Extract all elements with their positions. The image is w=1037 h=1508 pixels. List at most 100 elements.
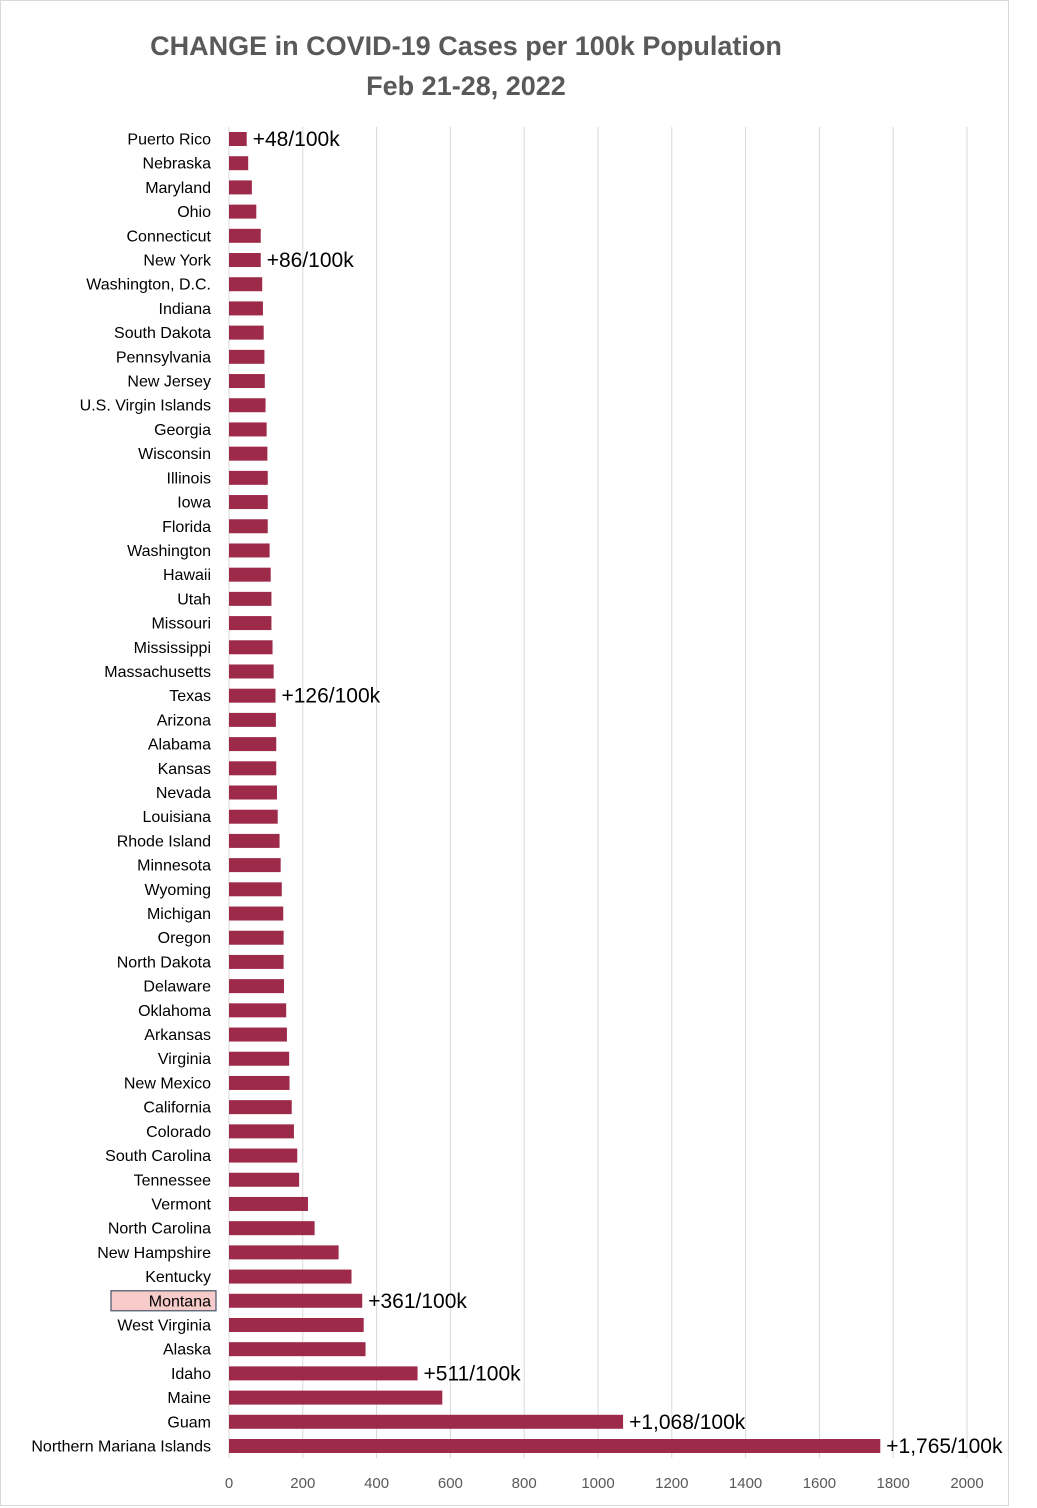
category-label: Iowa xyxy=(177,495,211,512)
bar xyxy=(229,470,268,485)
category-label: Wyoming xyxy=(144,882,211,899)
category-highlight-box xyxy=(110,1290,217,1312)
category-label: Florida xyxy=(162,519,211,536)
category-label: North Dakota xyxy=(117,954,211,971)
bar xyxy=(229,1390,443,1405)
category-label: Nebraska xyxy=(143,156,212,173)
bar xyxy=(229,688,276,703)
bar xyxy=(229,567,271,582)
bar xyxy=(229,1342,366,1357)
x-tick-label: 1400 xyxy=(729,1475,762,1492)
category-label: Mississippi xyxy=(134,640,211,657)
bar xyxy=(229,1293,363,1308)
category-label: Utah xyxy=(177,591,211,608)
bar xyxy=(229,1051,290,1066)
category-label: California xyxy=(143,1100,211,1117)
category-label: Vermont xyxy=(151,1196,211,1213)
x-tick-label: 0 xyxy=(225,1475,233,1492)
bar xyxy=(229,422,267,437)
bar xyxy=(229,301,263,316)
x-tick-label: 800 xyxy=(512,1475,537,1492)
category-label: Connecticut xyxy=(127,228,212,245)
bar xyxy=(229,785,277,800)
x-tick-label: 1000 xyxy=(581,1475,614,1492)
data-label: +86/100k xyxy=(267,249,354,272)
category-label: Washington xyxy=(127,543,211,560)
bar xyxy=(229,1245,339,1260)
x-tick-label: 1600 xyxy=(803,1475,836,1492)
category-label: Maine xyxy=(167,1390,211,1407)
category-label: Kentucky xyxy=(145,1269,211,1286)
category-label: Northern Mariana Islands xyxy=(31,1439,211,1456)
category-label: Missouri xyxy=(151,616,211,633)
category-label: New York xyxy=(143,253,212,270)
bar xyxy=(229,325,264,340)
bar xyxy=(229,664,274,679)
bar xyxy=(229,1196,308,1211)
data-label: +1,068/100k xyxy=(629,1411,746,1434)
bar xyxy=(229,761,277,776)
category-label: Oregon xyxy=(158,930,211,947)
bar xyxy=(229,979,284,994)
x-tick-label: 400 xyxy=(364,1475,389,1492)
category-label: North Carolina xyxy=(108,1221,211,1238)
category-label: Alabama xyxy=(148,737,211,754)
category-label: New Jersey xyxy=(127,374,211,391)
bar xyxy=(229,1317,364,1332)
bar xyxy=(229,495,268,510)
bar xyxy=(229,1003,287,1018)
category-label: Arizona xyxy=(157,712,211,729)
bar xyxy=(229,1221,315,1236)
category-label: Colorado xyxy=(146,1124,211,1141)
bar xyxy=(229,906,284,921)
category-label: Hawaii xyxy=(163,567,211,584)
category-label: Delaware xyxy=(143,979,211,996)
category-label: Alaska xyxy=(163,1342,211,1359)
category-label: Georgia xyxy=(154,422,211,439)
bar xyxy=(229,954,284,969)
category-label: Virginia xyxy=(158,1051,211,1068)
chart-frame: CHANGE in COVID-19 Cases per 100k Popula… xyxy=(0,0,1009,1506)
bar xyxy=(229,737,277,752)
category-label: Maryland xyxy=(145,180,211,197)
category-label: Rhode Island xyxy=(117,833,211,850)
bar xyxy=(229,1172,300,1187)
bar xyxy=(229,156,249,171)
category-label: Guam xyxy=(167,1414,211,1431)
category-label: New Hampshire xyxy=(97,1245,211,1262)
category-label: Pennsylvania xyxy=(116,349,211,366)
category-label: South Dakota xyxy=(114,325,211,342)
bar xyxy=(229,809,278,824)
bar xyxy=(229,616,272,631)
bar xyxy=(229,591,272,606)
category-label: Indiana xyxy=(159,301,212,318)
bar xyxy=(229,1414,624,1429)
category-label: South Carolina xyxy=(105,1148,211,1165)
category-label: Massachusetts xyxy=(104,664,211,681)
bar xyxy=(229,1100,292,1115)
bar xyxy=(229,204,257,219)
category-label: Minnesota xyxy=(137,858,211,875)
category-label: Montana xyxy=(149,1293,211,1310)
bar xyxy=(229,1439,881,1453)
category-label: Michigan xyxy=(147,906,211,923)
bar xyxy=(229,519,268,534)
data-label: +1,765/100k xyxy=(886,1435,1003,1458)
category-label: West Virginia xyxy=(117,1317,211,1334)
bar xyxy=(229,228,261,243)
bar xyxy=(229,1366,418,1381)
category-label: Washington, D.C. xyxy=(86,277,211,294)
category-label: U.S. Virgin Islands xyxy=(80,398,211,415)
bar xyxy=(229,1075,290,1090)
bar-chart-plot: 0 200 400 600 800 1000 1200 1400 1600 1800 2000 Pue… xyxy=(31,127,1003,1492)
data-label: +361/100k xyxy=(368,1290,467,1313)
bar xyxy=(229,132,247,146)
category-label: Oklahoma xyxy=(138,1003,211,1020)
bar xyxy=(229,180,252,195)
x-tick-label: 200 xyxy=(290,1475,315,1492)
bar xyxy=(229,930,284,945)
category-label: Tennessee xyxy=(134,1172,211,1189)
bar xyxy=(229,833,280,848)
bar xyxy=(229,277,263,292)
bar xyxy=(229,253,261,268)
